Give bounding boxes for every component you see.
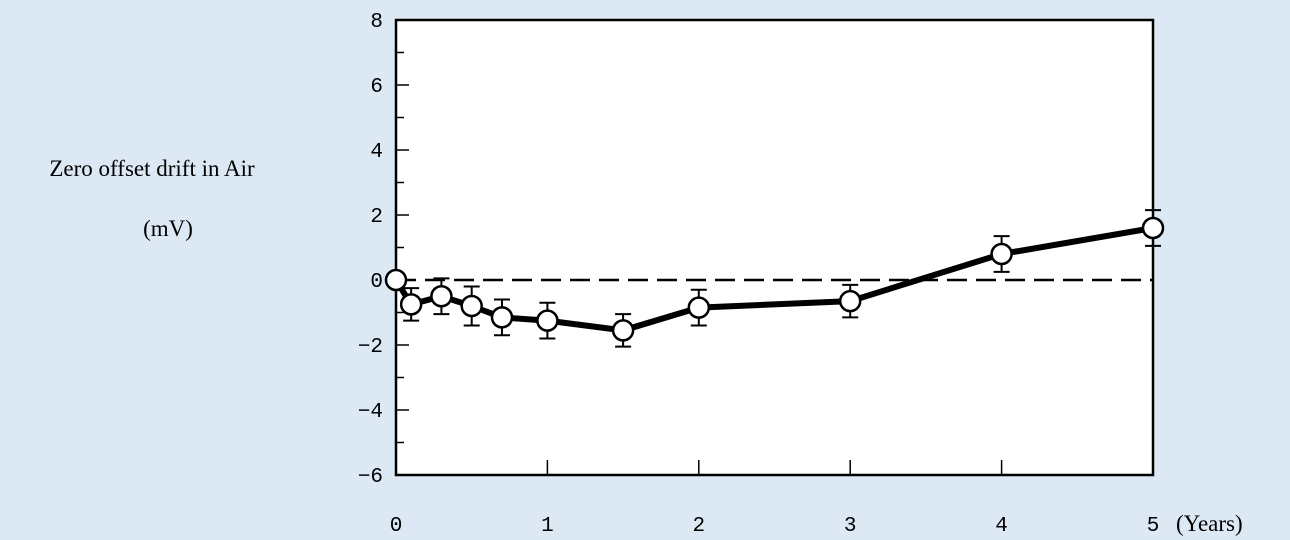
data-point [399, 293, 423, 316]
data-point [687, 296, 711, 319]
y-tick-label: 4 [370, 141, 383, 164]
y-axis-title-line2: (mV) [143, 216, 193, 241]
axis-layer: 8 6 4 2 0 −2 −4 −6 0 1 2 3 4 5 [358, 11, 1160, 538]
y-axis-title-line1: Zero offset drift in Air [49, 156, 255, 181]
data-point [460, 294, 483, 318]
y-tick-label: −2 [358, 336, 383, 359]
data-point [611, 319, 635, 342]
x-tick-label: 4 [995, 515, 1008, 538]
x-tick-label: 2 [692, 515, 705, 538]
data-point [536, 309, 559, 332]
data-layer [384, 209, 1165, 348]
y-tick-label: −4 [358, 401, 383, 424]
data-point [838, 289, 862, 313]
x-tick-label: 0 [390, 515, 403, 538]
x-axis-title: (Years) [1176, 511, 1243, 536]
data-point [1141, 216, 1165, 240]
data-point [430, 285, 453, 308]
x-tick-label: 3 [844, 515, 857, 538]
x-tick-label: 5 [1147, 515, 1160, 538]
data-point [384, 268, 408, 292]
x-tick-label: 1 [541, 515, 554, 538]
data-point [490, 306, 514, 329]
y-tick-label: 2 [370, 206, 383, 229]
data-point [990, 242, 1013, 266]
y-tick-label: 8 [370, 11, 383, 34]
y-tick-label: 0 [370, 271, 383, 294]
y-tick-label: 6 [370, 76, 383, 99]
y-tick-label: −6 [358, 466, 383, 489]
